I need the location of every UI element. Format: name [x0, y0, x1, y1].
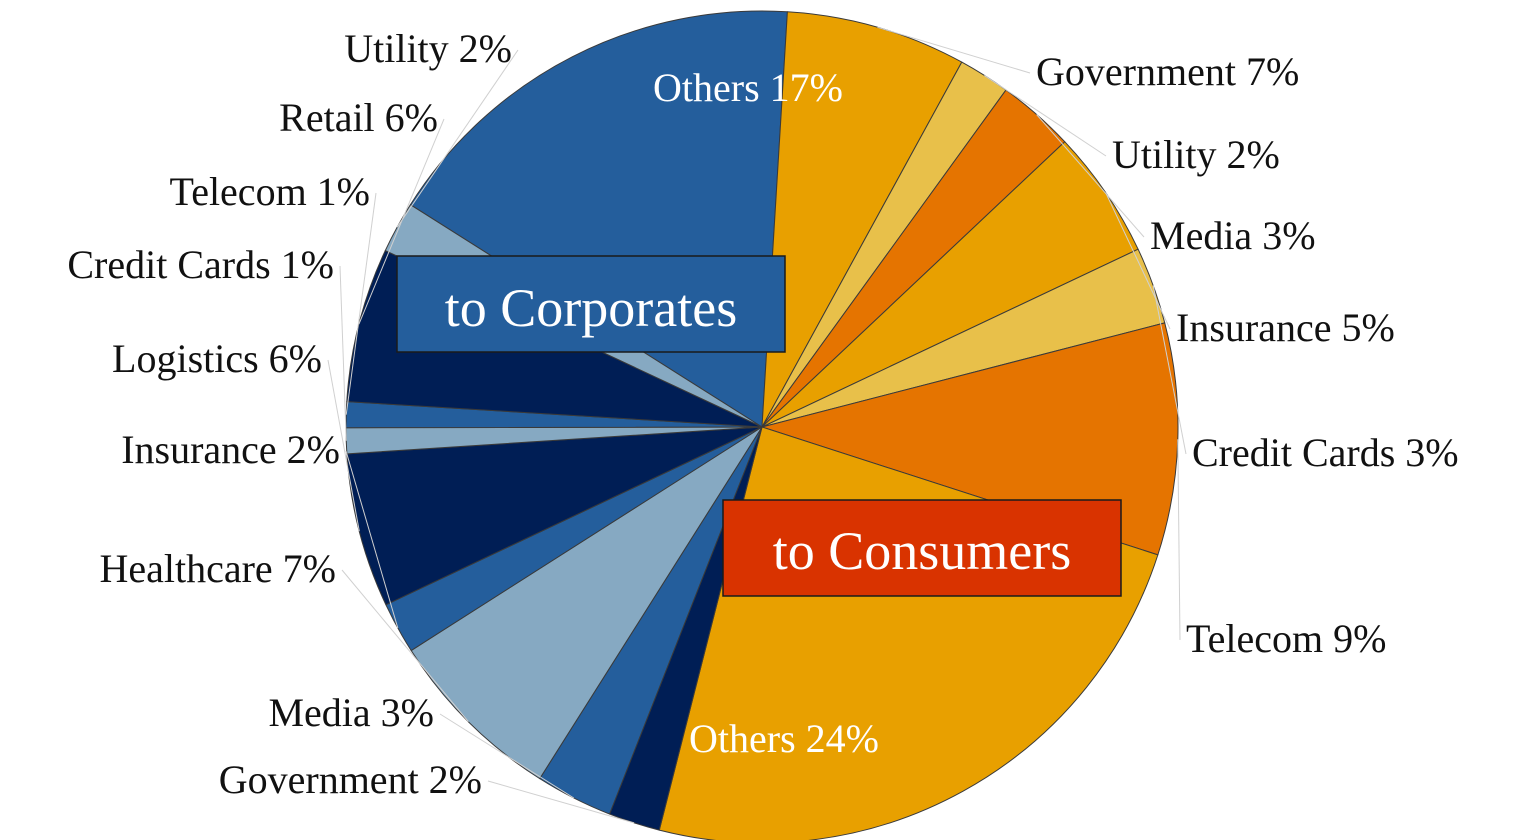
- leader-line-9: [439, 713, 575, 799]
- slice-label-3: Media 3%: [1150, 213, 1316, 258]
- slice-label-14: Telecom 1%: [170, 169, 370, 214]
- slice-label-0: Others 17%: [653, 65, 843, 110]
- leader-line-10: [341, 569, 469, 723]
- leader-line-6: [1177, 439, 1181, 641]
- leader-line-3: [1036, 114, 1145, 238]
- slice-label-16: Utility 2%: [344, 26, 512, 71]
- labels-layer: Others 17% Government 7% Utility 2% Media 3…: [67, 26, 1458, 802]
- leader-line-11: [345, 450, 399, 629]
- leader-line-12: [327, 359, 360, 532]
- group-boxes-layer: to Corporates to Consumers: [396, 255, 1122, 597]
- group-box-to-consumers: [722, 499, 1122, 597]
- group-label-to-corporates: to Corporates: [445, 278, 737, 338]
- leader-line-5: [1152, 285, 1187, 455]
- slice-label-15: Retail 6%: [279, 95, 438, 140]
- slice-label-13: Credit Cards 1%: [67, 242, 334, 287]
- slice-label-12: Logistics 6%: [112, 336, 322, 381]
- leader-line-16: [396, 49, 519, 228]
- slice-label-2: Utility 2%: [1112, 132, 1280, 177]
- leader-line-14: [345, 192, 377, 415]
- slice-label-9: Media 3%: [268, 690, 434, 735]
- pie-slice-government-1: [761, 11, 963, 428]
- slice-label-10: Healthcare 7%: [99, 546, 336, 591]
- leader-line-8: [487, 780, 635, 824]
- leader-lines-layer: [327, 26, 1187, 824]
- leader-line-2: [984, 74, 1107, 157]
- slice-label-5: Credit Cards 3%: [1192, 430, 1459, 475]
- slice-label-8: Government 2%: [219, 757, 482, 802]
- group-label-to-consumers: to Consumers: [773, 521, 1072, 581]
- slice-label-1: Government 7%: [1036, 49, 1299, 94]
- leader-line-1: [877, 26, 1031, 74]
- slice-label-7: Others 24%: [689, 716, 879, 761]
- group-box-to-corporates: [396, 255, 786, 353]
- slice-label-4: Insurance 5%: [1176, 305, 1395, 350]
- slice-label-11: Insurance 2%: [121, 427, 340, 472]
- leader-line-4: [1105, 192, 1171, 330]
- slice-label-6: Telecom 9%: [1186, 616, 1386, 661]
- leader-line-13: [339, 265, 347, 441]
